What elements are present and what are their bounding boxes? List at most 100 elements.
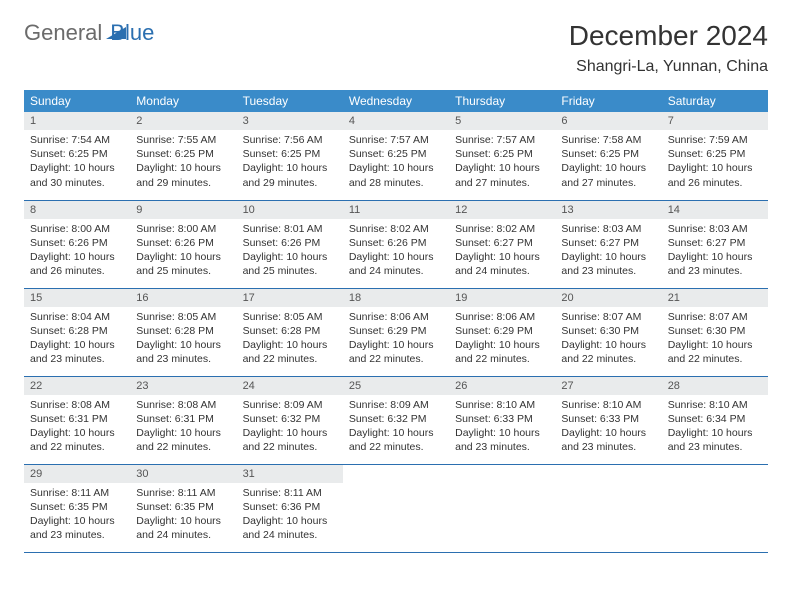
sunrise-line: Sunrise: 8:00 AM [136, 222, 230, 236]
day-number: 25 [343, 377, 449, 395]
day-number: 13 [555, 201, 661, 219]
day-number: 10 [237, 201, 343, 219]
day-number: 8 [24, 201, 130, 219]
sunset-line: Sunset: 6:31 PM [136, 412, 230, 426]
sunrise-line: Sunrise: 8:06 AM [349, 310, 443, 324]
day-details: Sunrise: 8:03 AMSunset: 6:27 PMDaylight:… [555, 219, 661, 285]
calendar-cell: 10Sunrise: 8:01 AMSunset: 6:26 PMDayligh… [237, 200, 343, 288]
day-number: 17 [237, 289, 343, 307]
day-number: 18 [343, 289, 449, 307]
calendar-row: 22Sunrise: 8:08 AMSunset: 6:31 PMDayligh… [24, 376, 768, 464]
day-number: 12 [449, 201, 555, 219]
sunrise-line: Sunrise: 8:02 AM [349, 222, 443, 236]
daylight-line: Daylight: 10 hours and 29 minutes. [243, 161, 337, 189]
sunset-line: Sunset: 6:28 PM [243, 324, 337, 338]
daylight-line: Daylight: 10 hours and 23 minutes. [30, 338, 124, 366]
sunrise-line: Sunrise: 8:09 AM [349, 398, 443, 412]
daylight-line: Daylight: 10 hours and 23 minutes. [561, 426, 655, 454]
daylight-line: Daylight: 10 hours and 22 minutes. [561, 338, 655, 366]
calendar-table: SundayMondayTuesdayWednesdayThursdayFrid… [24, 90, 768, 553]
day-details: Sunrise: 8:11 AMSunset: 6:35 PMDaylight:… [130, 483, 236, 549]
sunrise-line: Sunrise: 7:59 AM [668, 133, 762, 147]
sunrise-line: Sunrise: 8:06 AM [455, 310, 549, 324]
day-details: Sunrise: 8:06 AMSunset: 6:29 PMDaylight:… [449, 307, 555, 373]
day-details: Sunrise: 8:09 AMSunset: 6:32 PMDaylight:… [343, 395, 449, 461]
sunset-line: Sunset: 6:25 PM [136, 147, 230, 161]
daylight-line: Daylight: 10 hours and 23 minutes. [668, 250, 762, 278]
day-details: Sunrise: 8:11 AMSunset: 6:35 PMDaylight:… [24, 483, 130, 549]
daylight-line: Daylight: 10 hours and 23 minutes. [455, 426, 549, 454]
day-number: 26 [449, 377, 555, 395]
daylight-line: Daylight: 10 hours and 24 minutes. [136, 514, 230, 542]
day-details: Sunrise: 8:03 AMSunset: 6:27 PMDaylight:… [662, 219, 768, 285]
calendar-cell: 29Sunrise: 8:11 AMSunset: 6:35 PMDayligh… [24, 464, 130, 552]
day-number: 30 [130, 465, 236, 483]
daylight-line: Daylight: 10 hours and 23 minutes. [30, 514, 124, 542]
calendar-cell: 4Sunrise: 7:57 AMSunset: 6:25 PMDaylight… [343, 112, 449, 200]
calendar-cell: 17Sunrise: 8:05 AMSunset: 6:28 PMDayligh… [237, 288, 343, 376]
brand-general: General [24, 20, 102, 46]
day-details: Sunrise: 8:00 AMSunset: 6:26 PMDaylight:… [24, 219, 130, 285]
day-number: 22 [24, 377, 130, 395]
sunrise-line: Sunrise: 8:08 AM [136, 398, 230, 412]
sunrise-line: Sunrise: 7:55 AM [136, 133, 230, 147]
day-details: Sunrise: 8:05 AMSunset: 6:28 PMDaylight:… [237, 307, 343, 373]
daylight-line: Daylight: 10 hours and 24 minutes. [455, 250, 549, 278]
sunset-line: Sunset: 6:27 PM [561, 236, 655, 250]
sunrise-line: Sunrise: 8:10 AM [668, 398, 762, 412]
sunrise-line: Sunrise: 8:07 AM [668, 310, 762, 324]
day-details: Sunrise: 8:00 AMSunset: 6:26 PMDaylight:… [130, 219, 236, 285]
weekday-header: Saturday [662, 90, 768, 112]
sunrise-line: Sunrise: 8:02 AM [455, 222, 549, 236]
empty-day [662, 465, 768, 483]
calendar-row: 15Sunrise: 8:04 AMSunset: 6:28 PMDayligh… [24, 288, 768, 376]
day-number: 24 [237, 377, 343, 395]
day-details: Sunrise: 8:07 AMSunset: 6:30 PMDaylight:… [662, 307, 768, 373]
month-title: December 2024 [569, 20, 768, 52]
day-number: 31 [237, 465, 343, 483]
calendar-cell: 27Sunrise: 8:10 AMSunset: 6:33 PMDayligh… [555, 376, 661, 464]
sunrise-line: Sunrise: 7:56 AM [243, 133, 337, 147]
weekday-header: Sunday [24, 90, 130, 112]
calendar-cell: 30Sunrise: 8:11 AMSunset: 6:35 PMDayligh… [130, 464, 236, 552]
calendar-cell [343, 464, 449, 552]
day-details: Sunrise: 8:09 AMSunset: 6:32 PMDaylight:… [237, 395, 343, 461]
daylight-line: Daylight: 10 hours and 25 minutes. [243, 250, 337, 278]
calendar-row: 8Sunrise: 8:00 AMSunset: 6:26 PMDaylight… [24, 200, 768, 288]
weekday-header: Monday [130, 90, 236, 112]
day-number: 11 [343, 201, 449, 219]
day-details: Sunrise: 8:02 AMSunset: 6:26 PMDaylight:… [343, 219, 449, 285]
sunrise-line: Sunrise: 8:11 AM [30, 486, 124, 500]
calendar-row: 29Sunrise: 8:11 AMSunset: 6:35 PMDayligh… [24, 464, 768, 552]
weekday-header: Tuesday [237, 90, 343, 112]
day-details: Sunrise: 8:11 AMSunset: 6:36 PMDaylight:… [237, 483, 343, 549]
sunset-line: Sunset: 6:36 PM [243, 500, 337, 514]
calendar-cell: 2Sunrise: 7:55 AMSunset: 6:25 PMDaylight… [130, 112, 236, 200]
calendar-cell: 7Sunrise: 7:59 AMSunset: 6:25 PMDaylight… [662, 112, 768, 200]
calendar-cell: 5Sunrise: 7:57 AMSunset: 6:25 PMDaylight… [449, 112, 555, 200]
calendar-cell: 1Sunrise: 7:54 AMSunset: 6:25 PMDaylight… [24, 112, 130, 200]
calendar-cell: 22Sunrise: 8:08 AMSunset: 6:31 PMDayligh… [24, 376, 130, 464]
sunrise-line: Sunrise: 8:04 AM [30, 310, 124, 324]
sunrise-line: Sunrise: 8:10 AM [561, 398, 655, 412]
daylight-line: Daylight: 10 hours and 25 minutes. [136, 250, 230, 278]
sunset-line: Sunset: 6:26 PM [30, 236, 124, 250]
day-details: Sunrise: 8:08 AMSunset: 6:31 PMDaylight:… [24, 395, 130, 461]
day-details: Sunrise: 7:55 AMSunset: 6:25 PMDaylight:… [130, 130, 236, 196]
daylight-line: Daylight: 10 hours and 22 minutes. [243, 338, 337, 366]
sunrise-line: Sunrise: 8:01 AM [243, 222, 337, 236]
sunrise-line: Sunrise: 8:08 AM [30, 398, 124, 412]
sunset-line: Sunset: 6:30 PM [561, 324, 655, 338]
day-number: 15 [24, 289, 130, 307]
day-number: 1 [24, 112, 130, 130]
calendar-cell: 12Sunrise: 8:02 AMSunset: 6:27 PMDayligh… [449, 200, 555, 288]
daylight-line: Daylight: 10 hours and 24 minutes. [349, 250, 443, 278]
daylight-line: Daylight: 10 hours and 23 minutes. [561, 250, 655, 278]
location-label: Shangri-La, Yunnan, China [569, 58, 768, 76]
day-details: Sunrise: 7:59 AMSunset: 6:25 PMDaylight:… [662, 130, 768, 196]
calendar-cell: 6Sunrise: 7:58 AMSunset: 6:25 PMDaylight… [555, 112, 661, 200]
weekday-header: Friday [555, 90, 661, 112]
calendar-cell: 11Sunrise: 8:02 AMSunset: 6:26 PMDayligh… [343, 200, 449, 288]
empty-day [343, 465, 449, 483]
sunset-line: Sunset: 6:32 PM [349, 412, 443, 426]
